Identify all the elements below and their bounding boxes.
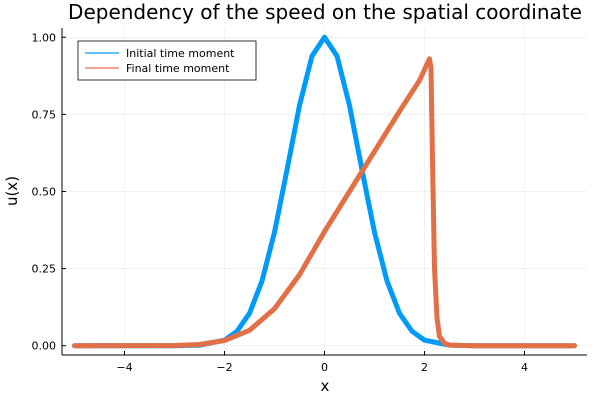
x-tick-label: −4	[116, 361, 132, 374]
y-tick-label: 1.00	[32, 31, 57, 44]
legend-label-initial: Initial time moment	[126, 47, 235, 60]
legend-box	[77, 40, 257, 81]
x-tick-label: −2	[216, 361, 232, 374]
legend-label-final: Final time moment	[126, 62, 230, 75]
y-axis-label: u(x)	[3, 176, 21, 206]
chart-title: Dependency of the speed on the spatial c…	[68, 0, 582, 24]
series-layer	[72, 34, 577, 349]
y-tick-label: 0.00	[32, 340, 57, 353]
x-tick-label: 4	[521, 361, 528, 374]
y-tick-label: 0.75	[32, 108, 57, 121]
x-axis-label: x	[321, 377, 330, 395]
series-line-final	[72, 56, 577, 349]
x-tick-label: 0	[321, 361, 328, 374]
y-tick-label: 0.25	[32, 263, 57, 276]
x-tick-label: 2	[421, 361, 428, 374]
series-line-initial	[72, 34, 577, 349]
legend: Initial time moment Final time moment	[77, 40, 257, 81]
y-tick-label: 0.50	[32, 186, 57, 199]
ticks: −4 −2 0 2 4 0.00 0.25 0.50 0.75 1.00	[32, 31, 529, 374]
